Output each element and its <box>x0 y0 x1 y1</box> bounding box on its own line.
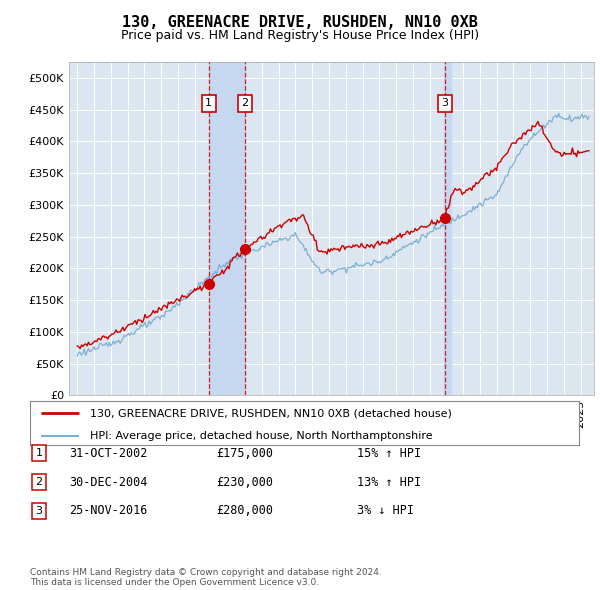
Text: 25-NOV-2016: 25-NOV-2016 <box>69 504 148 517</box>
Text: 3: 3 <box>441 98 448 108</box>
Text: 2: 2 <box>35 477 43 487</box>
Text: 3: 3 <box>35 506 43 516</box>
Text: 13% ↑ HPI: 13% ↑ HPI <box>357 476 421 489</box>
Bar <box>209 62 245 395</box>
Text: 1: 1 <box>35 448 43 458</box>
Text: Price paid vs. HM Land Registry's House Price Index (HPI): Price paid vs. HM Land Registry's House … <box>121 30 479 42</box>
Text: 31-OCT-2002: 31-OCT-2002 <box>69 447 148 460</box>
Text: HPI: Average price, detached house, North Northamptonshire: HPI: Average price, detached house, Nort… <box>91 431 433 441</box>
Text: £280,000: £280,000 <box>216 504 273 517</box>
Text: 3% ↓ HPI: 3% ↓ HPI <box>357 504 414 517</box>
Text: 130, GREENACRE DRIVE, RUSHDEN, NN10 0XB (detached house): 130, GREENACRE DRIVE, RUSHDEN, NN10 0XB … <box>91 408 452 418</box>
Text: 2: 2 <box>241 98 248 108</box>
Text: 1: 1 <box>205 98 212 108</box>
Text: £175,000: £175,000 <box>216 447 273 460</box>
Text: 130, GREENACRE DRIVE, RUSHDEN, NN10 0XB: 130, GREENACRE DRIVE, RUSHDEN, NN10 0XB <box>122 15 478 30</box>
Text: £230,000: £230,000 <box>216 476 273 489</box>
Text: Contains HM Land Registry data © Crown copyright and database right 2024.
This d: Contains HM Land Registry data © Crown c… <box>30 568 382 587</box>
Text: 15% ↑ HPI: 15% ↑ HPI <box>357 447 421 460</box>
Text: 30-DEC-2004: 30-DEC-2004 <box>69 476 148 489</box>
Bar <box>444 62 451 395</box>
